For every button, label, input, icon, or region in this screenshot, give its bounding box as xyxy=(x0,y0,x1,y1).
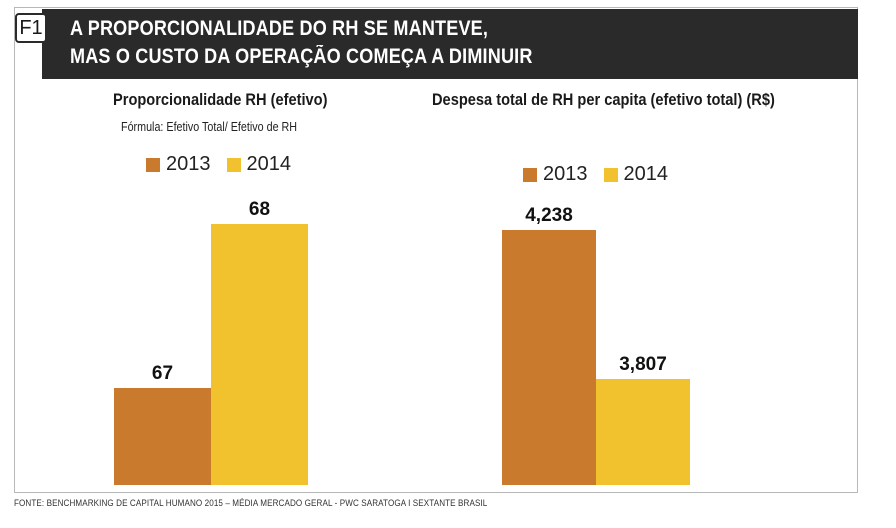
figure-frame xyxy=(14,7,858,493)
data-label-left-2013: 67 xyxy=(152,363,173,384)
bar-left-2014 xyxy=(211,224,308,485)
legend-swatch-2014 xyxy=(226,157,241,172)
legend-label-2014: 2014 xyxy=(246,153,292,175)
figure-header: A PROPORCIONALIDADE DO RH SE MANTEVE, MA… xyxy=(42,9,858,79)
chart-left-title: Proporcionalidade RH (efetivo) xyxy=(113,90,328,109)
legend-label-2013: 2013 xyxy=(166,153,211,175)
chart-left-legend: 2013 2014 xyxy=(146,153,307,176)
figure-number-badge: F1 xyxy=(15,13,47,43)
legend-swatch-2013 xyxy=(146,157,160,172)
legend-swatch-2014 xyxy=(603,167,618,182)
source-note: FONTE: BENCHMARKING DE CAPITAL HUMANO 20… xyxy=(14,498,488,508)
figure-title-line2: MAS O CUSTO DA OPERAÇÃO COMEÇA A DIMINUI… xyxy=(70,45,533,68)
chart-right-title: Despesa total de RH per capita (efetivo … xyxy=(432,90,775,109)
figure-title-line1: A PROPORCIONALIDADE DO RH SE MANTEVE, xyxy=(70,17,489,40)
bar-left-2013 xyxy=(114,388,211,485)
bar-right-2014 xyxy=(596,379,690,485)
legend-swatch-2013 xyxy=(523,167,537,182)
data-label-right-2013: 4,238 xyxy=(525,205,573,226)
legend-label-2014: 2014 xyxy=(623,163,669,185)
data-label-left-2014: 68 xyxy=(249,199,270,220)
chart-left-formula: Fórmula: Efetivo Total/ Efetivo de RH xyxy=(121,120,298,134)
chart-right-legend: 2013 2014 xyxy=(523,163,684,186)
bar-right-2013 xyxy=(502,230,596,485)
data-label-right-2014: 3,807 xyxy=(619,354,667,375)
legend-label-2013: 2013 xyxy=(543,163,588,185)
